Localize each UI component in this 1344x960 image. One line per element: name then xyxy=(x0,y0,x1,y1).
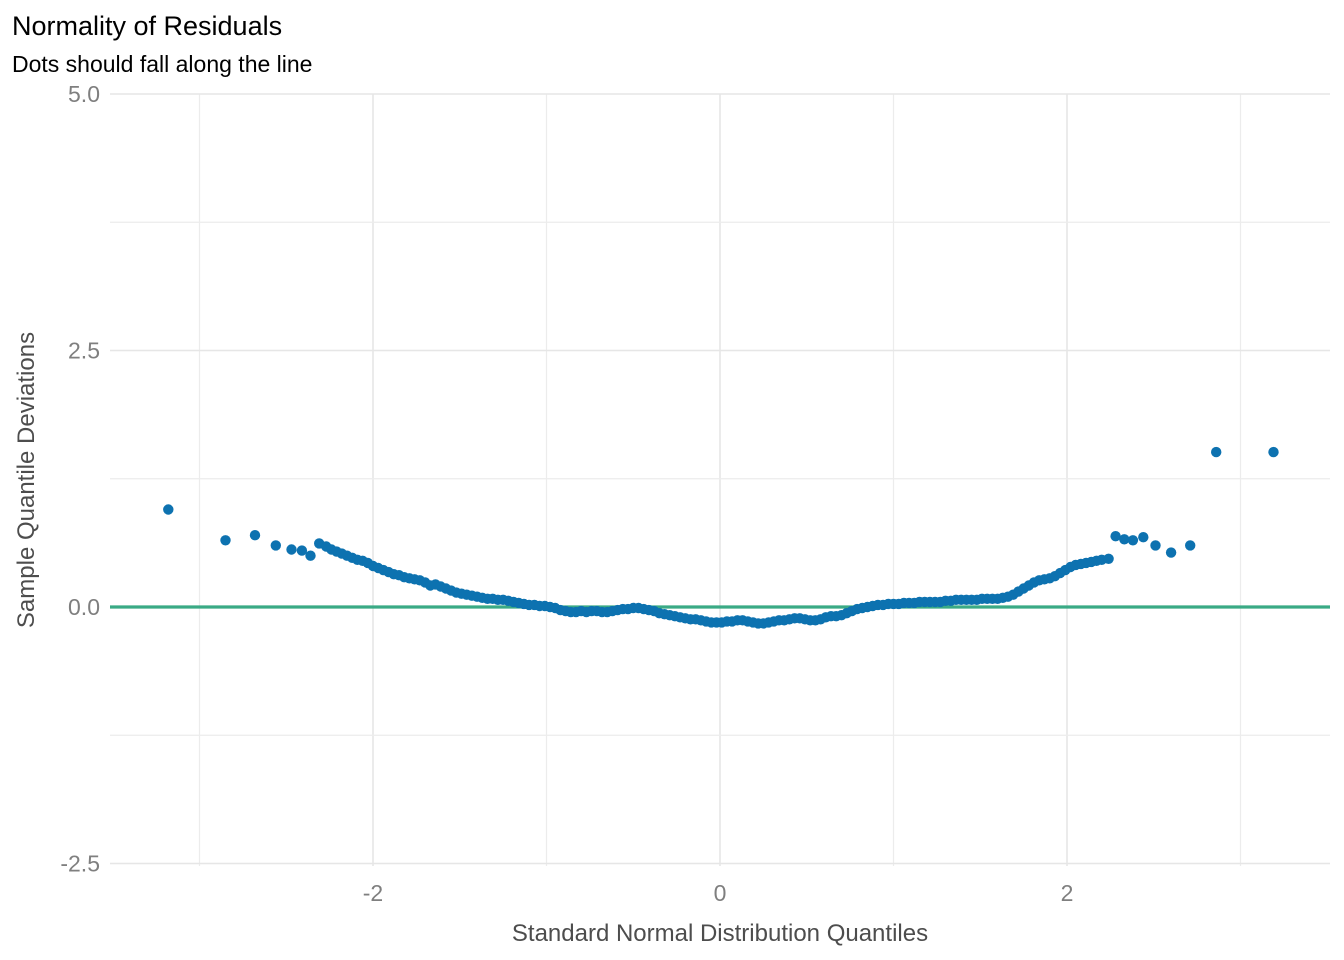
data-point xyxy=(1119,534,1130,545)
data-point xyxy=(1103,553,1114,564)
data-point xyxy=(1185,540,1196,551)
y-axis-ticks: -2.5 0.0 2.5 5.0 xyxy=(60,81,100,877)
y-tick-label: -2.5 xyxy=(60,851,100,877)
data-points xyxy=(163,446,1279,629)
y-tick-label: 5.0 xyxy=(68,81,100,107)
x-axis-title: Standard Normal Distribution Quantiles xyxy=(512,920,928,947)
chart-title: Normality of Residuals xyxy=(12,11,282,41)
y-tick-label: 0.0 xyxy=(68,594,100,620)
plot-panel xyxy=(110,93,1330,866)
data-point xyxy=(296,545,308,556)
data-point xyxy=(1138,532,1149,543)
data-point xyxy=(1127,535,1139,546)
x-axis-ticks: -2 0 2 xyxy=(363,880,1074,906)
y-axis-title: Sample Quantile Deviations xyxy=(13,332,40,628)
data-point xyxy=(1268,446,1279,458)
data-point xyxy=(1165,547,1177,558)
data-point xyxy=(270,540,281,551)
data-point xyxy=(1211,446,1222,458)
data-point xyxy=(220,535,231,546)
chart-subtitle: Dots should fall along the line xyxy=(12,51,312,77)
data-point xyxy=(1150,540,1161,551)
x-tick-label: 0 xyxy=(714,880,727,906)
data-point xyxy=(305,550,316,561)
x-tick-label: -2 xyxy=(363,880,383,906)
data-point xyxy=(286,544,297,555)
y-tick-label: 2.5 xyxy=(68,338,100,364)
data-point xyxy=(1110,531,1121,542)
x-tick-label: 2 xyxy=(1061,880,1074,906)
grid-lines xyxy=(110,93,1330,866)
data-point xyxy=(249,530,261,541)
data-point xyxy=(163,504,174,515)
